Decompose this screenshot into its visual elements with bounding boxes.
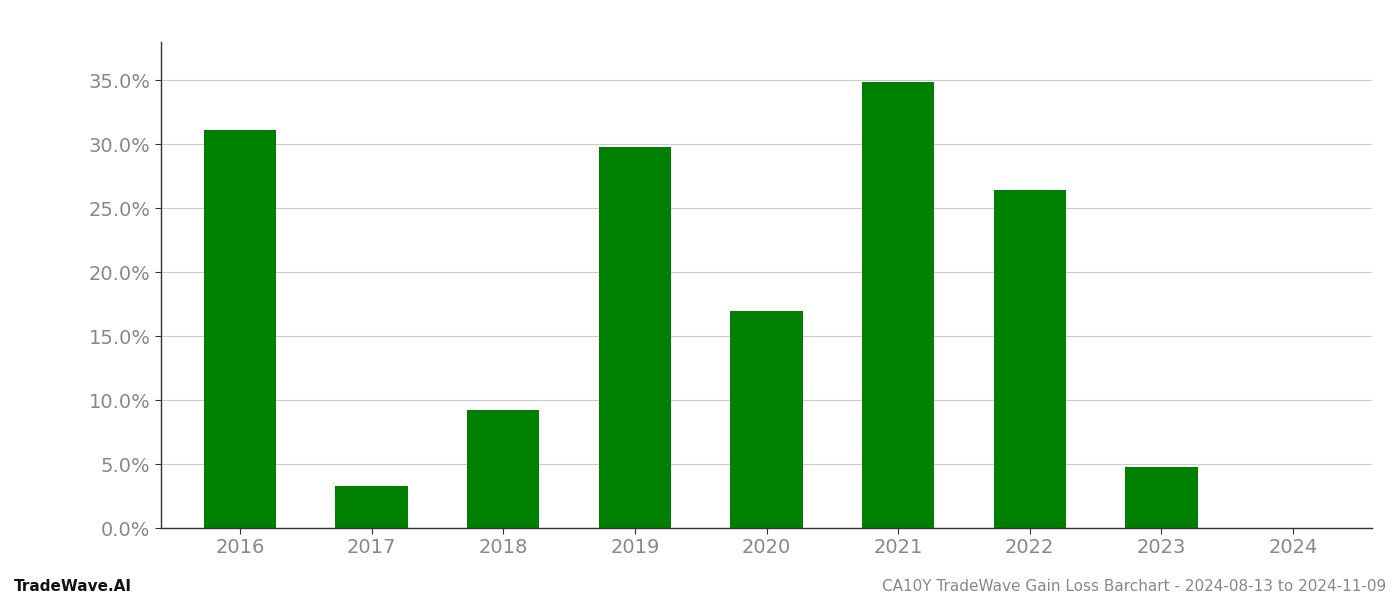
Bar	[204, 130, 276, 528]
Bar	[1126, 467, 1197, 528]
Bar	[731, 311, 802, 528]
Bar	[468, 410, 539, 528]
Bar	[599, 147, 671, 528]
Text: TradeWave.AI: TradeWave.AI	[14, 579, 132, 594]
Text: CA10Y TradeWave Gain Loss Barchart - 2024-08-13 to 2024-11-09: CA10Y TradeWave Gain Loss Barchart - 202…	[882, 579, 1386, 594]
Bar	[336, 486, 407, 528]
Bar	[862, 82, 934, 528]
Bar	[994, 190, 1065, 528]
